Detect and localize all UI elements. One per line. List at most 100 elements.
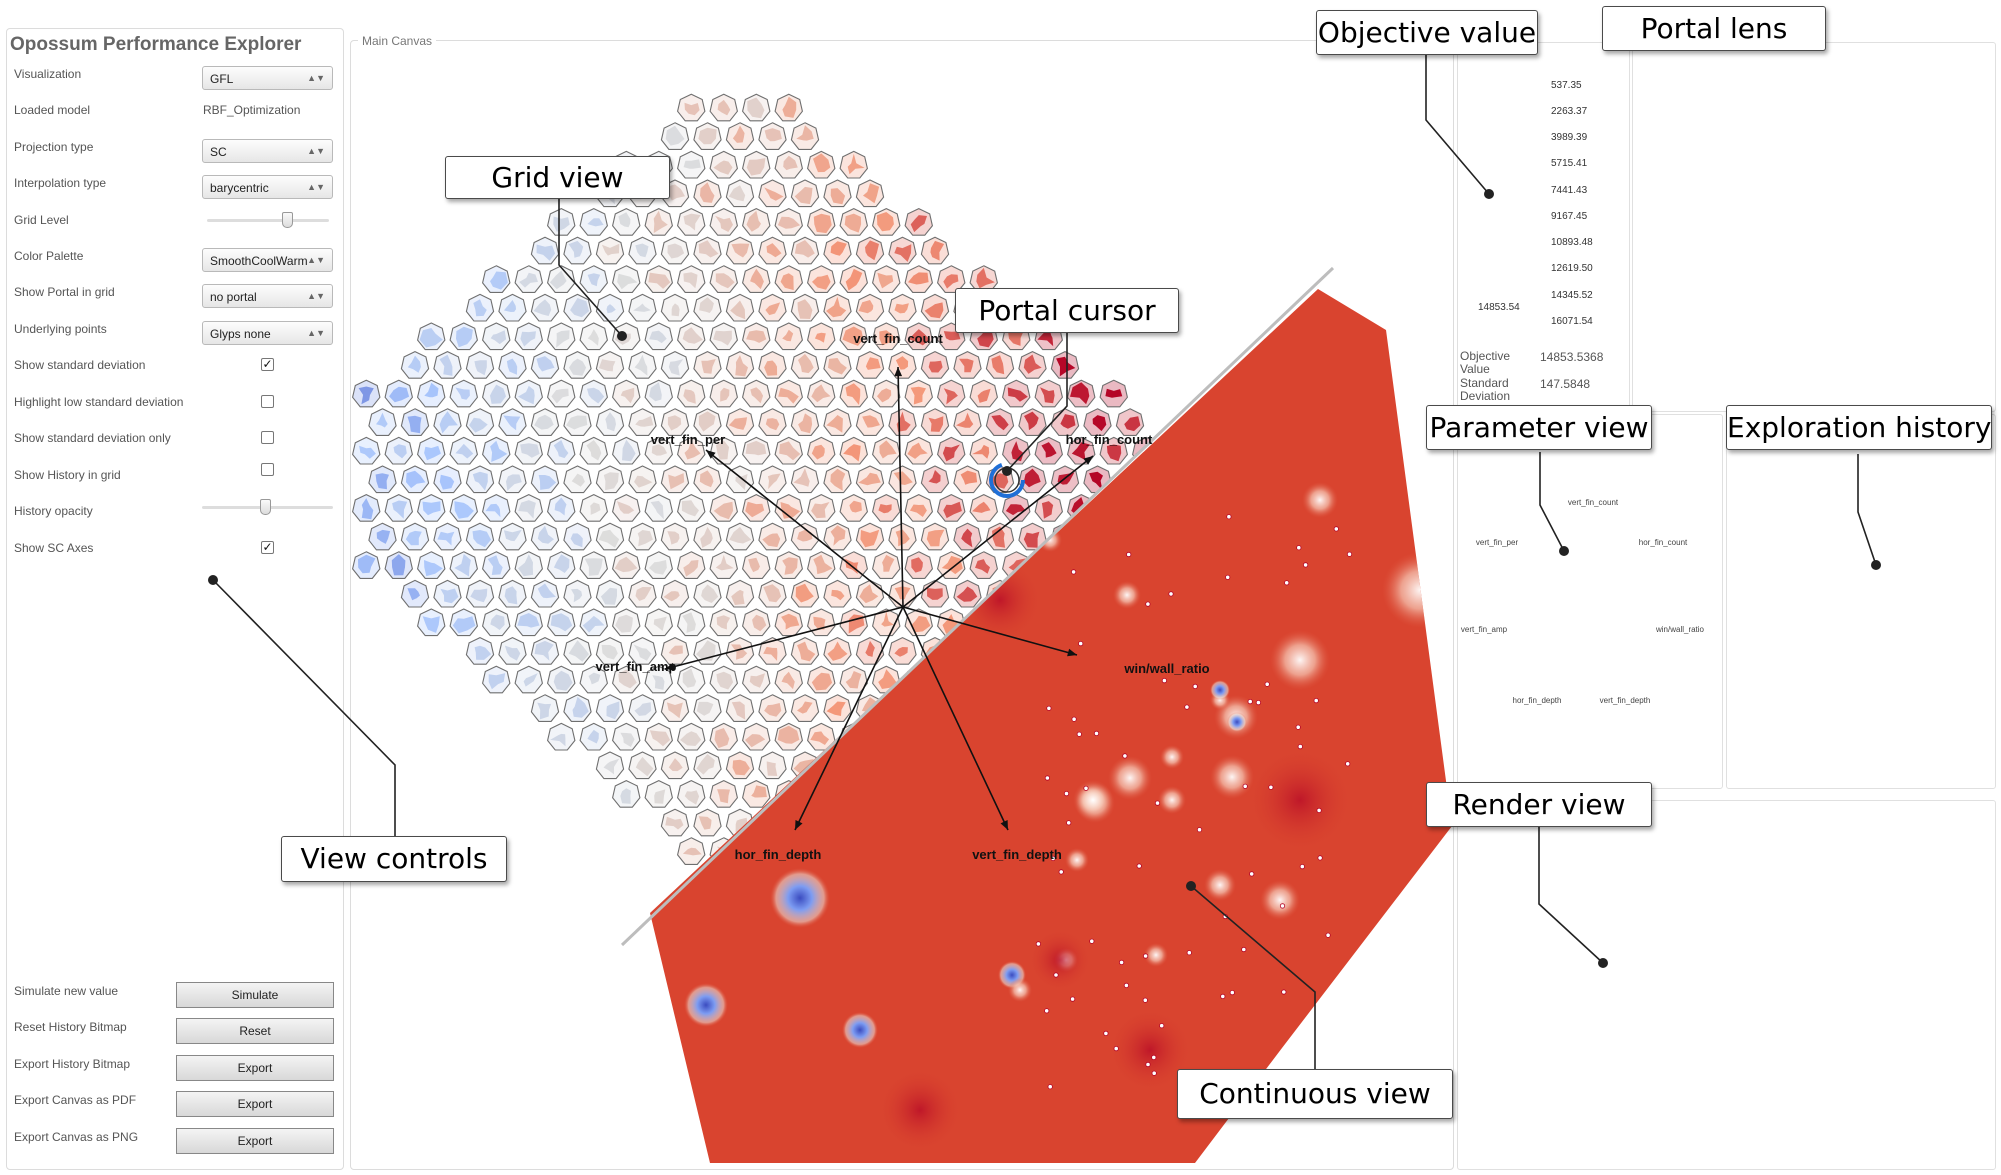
- sample-point: [1346, 551, 1353, 557]
- grid-glyph: [807, 436, 836, 465]
- grid-glyph: [920, 408, 950, 436]
- grid-glyph: [433, 465, 462, 494]
- color-palette-select[interactable]: SmoothCoolWarm ▲▼: [202, 248, 333, 272]
- projection-type-select[interactable]: SC ▲▼: [202, 139, 333, 163]
- reset-history-button[interactable]: Reset: [176, 1018, 334, 1044]
- legend-tick: 14345.52: [1551, 290, 1593, 301]
- grid-glyph: [693, 808, 722, 837]
- show-std-only-checkbox[interactable]: [261, 431, 274, 444]
- continuous-hotspot: [1144, 943, 1168, 967]
- grid-glyph: [449, 493, 478, 522]
- slider-thumb[interactable]: [260, 499, 271, 515]
- sample-point: [1058, 869, 1064, 875]
- simulate-button[interactable]: Simulate: [176, 982, 334, 1008]
- sample-point: [1296, 545, 1302, 551]
- grid-glyph: [352, 493, 381, 522]
- show-std-label: Show standard deviation: [14, 358, 146, 372]
- grid-glyph: [693, 579, 722, 608]
- sample-point: [1168, 591, 1174, 597]
- grid-glyph: [417, 608, 446, 637]
- grid-glyph: [709, 665, 738, 694]
- portal-lens-panel[interactable]: [1632, 42, 1996, 412]
- grid-glyph: [872, 379, 901, 408]
- grid-glyph: [612, 207, 641, 236]
- grid-glyph: [725, 122, 755, 150]
- grid-glyph: [677, 608, 706, 637]
- grid-glyph: [774, 379, 803, 408]
- grid-glyph: [953, 408, 982, 436]
- history-opacity-slider[interactable]: [202, 499, 333, 515]
- callout-exploration-history: Exploration history: [1726, 405, 1992, 450]
- grid-glyph: [563, 408, 592, 436]
- grid-glyph: [417, 493, 446, 522]
- portal-divider[interactable]: [620, 266, 1335, 947]
- grid-glyph: [514, 322, 543, 351]
- interpolation-type-value: barycentric: [210, 181, 269, 195]
- grid-glyph: [628, 522, 657, 551]
- grid-glyph: [595, 465, 625, 494]
- grid-glyph: [433, 579, 462, 608]
- export-png-button[interactable]: Export: [176, 1128, 334, 1154]
- export-pdf-button[interactable]: Export: [176, 1091, 334, 1117]
- show-sc-axes-checkbox[interactable]: ✓: [261, 540, 274, 554]
- sample-point: [1225, 574, 1231, 580]
- sample-point: [1145, 601, 1151, 607]
- grid-glyph: [449, 551, 478, 579]
- show-std-checkbox[interactable]: ✓: [261, 357, 274, 371]
- portal-cursor[interactable]: [989, 462, 1025, 498]
- grid-glyph: [612, 665, 641, 694]
- sc-axis-arrowhead: [1000, 820, 1008, 830]
- sample-point: [1143, 953, 1149, 959]
- param-axis-label: hor_fin_depth: [1512, 696, 1562, 705]
- grid-glyph: [660, 350, 690, 379]
- sample-point: [1186, 950, 1192, 956]
- sample-point: [1241, 946, 1247, 953]
- grid-glyph: [465, 636, 495, 665]
- grid-glyph: [660, 808, 690, 837]
- grid-glyph: [709, 150, 738, 179]
- highlight-low-std-checkbox[interactable]: [261, 395, 274, 408]
- render-view-panel[interactable]: [1457, 800, 1996, 1170]
- grid-glyph: [628, 465, 657, 494]
- callout-portal-lens: Portal lens: [1602, 6, 1826, 51]
- grid-glyph: [888, 236, 917, 265]
- grid-glyph: [563, 522, 592, 551]
- grid-glyph: [498, 522, 527, 551]
- grid-glyph: [563, 236, 592, 265]
- grid-glyph: [465, 522, 495, 551]
- sc-axis-line: [897, 366, 904, 608]
- grid-glyph: [709, 493, 738, 522]
- grid-glyph: [953, 350, 982, 379]
- grid-glyph: [498, 293, 527, 322]
- grid-glyph: [839, 379, 868, 408]
- show-portal-select[interactable]: no portal ▲▼: [202, 284, 333, 308]
- show-std-only-label: Show standard deviation only: [14, 431, 171, 445]
- sample-point: [1192, 683, 1198, 690]
- sample-point: [1063, 790, 1070, 797]
- grid-level-slider[interactable]: [207, 212, 329, 228]
- grid-glyph: [514, 665, 543, 694]
- grid-glyph: [742, 551, 771, 579]
- sample-point: [1281, 989, 1287, 995]
- grid-glyph: [612, 322, 641, 351]
- underlying-points-select[interactable]: Glyps none ▲▼: [202, 321, 333, 345]
- sample-point: [1345, 761, 1351, 767]
- grid-glyph: [368, 522, 397, 551]
- grid-glyph: [644, 722, 673, 751]
- exploration-history-panel[interactable]: [1726, 414, 1996, 789]
- visualization-select[interactable]: GFL ▲▼: [202, 66, 333, 90]
- grid-glyph: [758, 751, 787, 780]
- grid-glyph: [742, 379, 771, 408]
- grid-glyph: [660, 694, 690, 722]
- grid-glyph: [612, 779, 641, 808]
- grid-glyph: [839, 265, 868, 293]
- interpolation-type-select[interactable]: barycentric ▲▼: [202, 175, 333, 199]
- grid-glyph: [904, 322, 933, 351]
- show-history-checkbox[interactable]: [261, 463, 274, 476]
- slider-thumb[interactable]: [282, 212, 293, 228]
- grid-glyph: [579, 265, 608, 293]
- grid-glyph: [1067, 436, 1096, 465]
- grid-glyph: [677, 551, 706, 579]
- grid-glyph: [644, 551, 673, 579]
- export-history-button[interactable]: Export: [176, 1055, 334, 1081]
